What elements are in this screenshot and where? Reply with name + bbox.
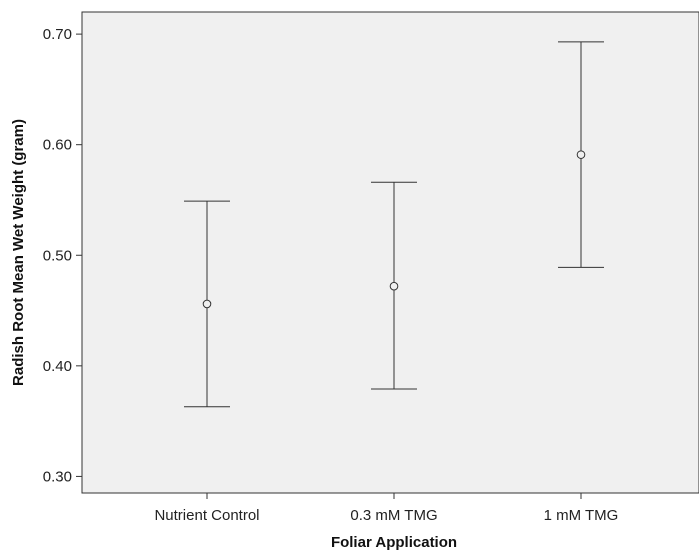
y-axis-title: Radish Root Mean Wet Weight (gram) — [10, 119, 27, 386]
mean-point — [202, 299, 212, 309]
y-tick-label: 0.30 — [43, 468, 72, 485]
error-bars — [184, 41, 604, 408]
y-tick-label: 0.70 — [43, 26, 72, 43]
error-bar — [558, 41, 604, 268]
x-axis-title: Foliar Application — [331, 534, 457, 551]
y-tick-label: 0.60 — [43, 137, 72, 154]
mean-point — [389, 281, 399, 291]
error-bar — [371, 181, 417, 390]
error-bar — [184, 200, 230, 408]
mean-point — [576, 150, 586, 159]
y-axis: 0.30 0.40 0.50 0.60 0.70 — [43, 26, 82, 485]
x-tick-label: 1 mM TMG — [544, 507, 619, 524]
y-tick-label: 0.40 — [43, 358, 72, 375]
x-axis: Nutrient Control 0.3 mM TMG 1 mM TMG — [154, 493, 618, 524]
x-tick-label: Nutrient Control — [154, 507, 259, 524]
plot-area — [81, 11, 699, 494]
y-tick-label: 0.50 — [43, 247, 72, 264]
x-tick-label: 0.3 mM TMG — [350, 507, 437, 524]
